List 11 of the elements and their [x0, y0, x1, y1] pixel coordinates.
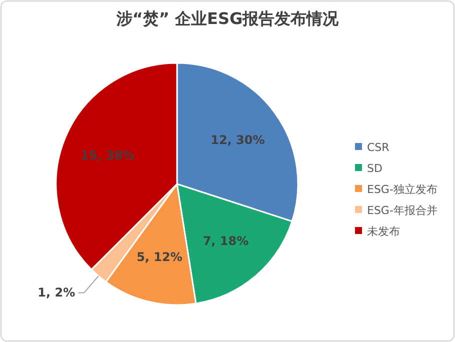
- legend-label: ESG-年报合并: [367, 204, 438, 217]
- data-label: 1, 2%: [38, 286, 76, 300]
- data-label: 12, 30%: [210, 132, 265, 147]
- legend-label: ESG-独立发布: [367, 183, 438, 196]
- legend-label: 未发布: [367, 225, 400, 238]
- data-label: 7, 18%: [202, 234, 249, 248]
- legend-label: SD: [367, 162, 382, 175]
- chart-title: 涉“焚” 企业ESG报告发布情况: [115, 9, 340, 28]
- data-label: 5, 12%: [136, 250, 182, 264]
- data-label: 15, 38%: [80, 148, 135, 162]
- legend-label: CSR: [367, 141, 390, 154]
